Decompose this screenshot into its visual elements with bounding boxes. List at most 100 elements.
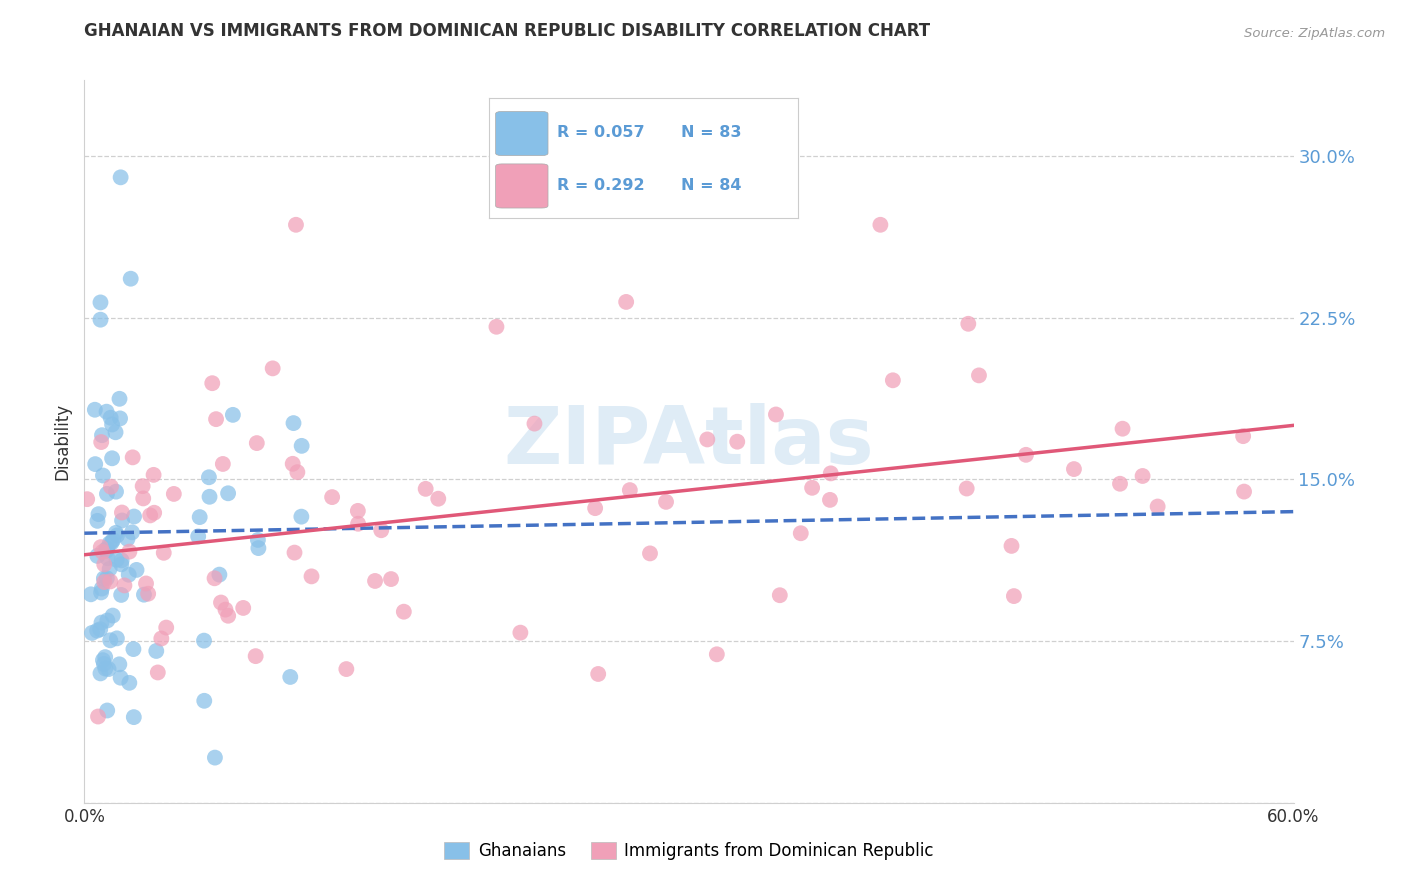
Point: [1111, 422, 1133, 436]
Point: [619, 483, 641, 497]
Point: [278, 670, 301, 684]
Point: [108, 657, 131, 672]
Point: [287, 465, 309, 479]
Point: [655, 495, 678, 509]
Point: [136, 587, 159, 601]
Point: [614, 294, 637, 309]
Point: [125, 563, 148, 577]
Point: [101, 608, 124, 623]
Point: [96, 704, 118, 718]
Point: [93, 571, 115, 585]
Point: [283, 546, 305, 560]
Point: [104, 525, 127, 540]
Legend: Ghanaians, Immigrants from Dominican Republic: Ghanaians, Immigrants from Dominican Rep…: [437, 835, 941, 867]
Point: [290, 509, 312, 524]
Point: [105, 528, 128, 542]
Point: [214, 602, 236, 616]
Point: [111, 553, 134, 567]
Point: [335, 662, 357, 676]
Point: [301, 569, 323, 583]
Point: [1146, 500, 1168, 514]
Point: [208, 567, 231, 582]
Point: [509, 625, 531, 640]
Point: [232, 601, 254, 615]
Point: [1002, 589, 1025, 603]
Point: [100, 480, 122, 494]
Point: [91, 428, 114, 442]
Point: [96, 543, 118, 558]
Point: [111, 506, 134, 520]
Point: [247, 541, 270, 555]
Point: [523, 417, 546, 431]
Point: [90, 435, 112, 450]
Point: [122, 710, 145, 724]
Point: [98, 562, 121, 576]
Point: [89, 623, 111, 637]
Point: [91, 653, 114, 667]
Point: [820, 467, 842, 481]
Point: [198, 470, 221, 484]
Point: [143, 506, 166, 520]
Point: [101, 451, 124, 466]
Point: [93, 558, 115, 572]
Point: [89, 666, 111, 681]
Point: [347, 516, 370, 531]
Point: [112, 578, 135, 592]
Point: [132, 491, 155, 506]
Point: [98, 633, 121, 648]
Point: [163, 487, 186, 501]
Point: [93, 574, 115, 589]
Point: [150, 632, 173, 646]
Point: [90, 615, 112, 630]
Point: [96, 571, 118, 585]
Point: [583, 501, 606, 516]
Point: [364, 574, 387, 588]
Text: ZIPAtlas: ZIPAtlas: [503, 402, 875, 481]
Point: [967, 368, 990, 383]
Point: [1015, 448, 1038, 462]
Point: [108, 392, 131, 406]
Point: [769, 588, 792, 602]
Point: [415, 482, 437, 496]
Point: [122, 642, 145, 657]
Point: [89, 295, 111, 310]
Point: [100, 535, 122, 549]
Point: [94, 542, 117, 557]
Point: [869, 218, 891, 232]
Point: [110, 588, 132, 602]
Point: [706, 648, 728, 662]
Point: [285, 218, 308, 232]
Point: [110, 671, 132, 685]
Point: [142, 467, 165, 482]
Point: [120, 271, 142, 285]
Point: [725, 434, 748, 449]
Point: [882, 373, 904, 387]
Point: [281, 457, 304, 471]
Text: Source: ZipAtlas.com: Source: ZipAtlas.com: [1244, 27, 1385, 40]
Point: [145, 644, 167, 658]
Point: [80, 626, 103, 640]
Point: [108, 411, 131, 425]
Point: [818, 492, 841, 507]
Point: [80, 587, 103, 601]
Point: [193, 694, 215, 708]
Point: [283, 416, 305, 430]
Point: [86, 514, 108, 528]
Point: [209, 595, 232, 609]
Point: [638, 546, 661, 560]
Point: [380, 572, 402, 586]
Point: [187, 529, 209, 543]
Point: [205, 412, 228, 426]
Point: [485, 319, 508, 334]
Point: [321, 490, 343, 504]
Point: [105, 553, 128, 567]
Point: [392, 605, 415, 619]
Point: [696, 433, 718, 447]
Point: [801, 481, 824, 495]
Point: [204, 571, 226, 585]
Point: [132, 588, 155, 602]
Point: [86, 549, 108, 563]
Y-axis label: Disability: Disability: [53, 403, 72, 480]
Point: [246, 436, 269, 450]
Point: [97, 551, 120, 566]
